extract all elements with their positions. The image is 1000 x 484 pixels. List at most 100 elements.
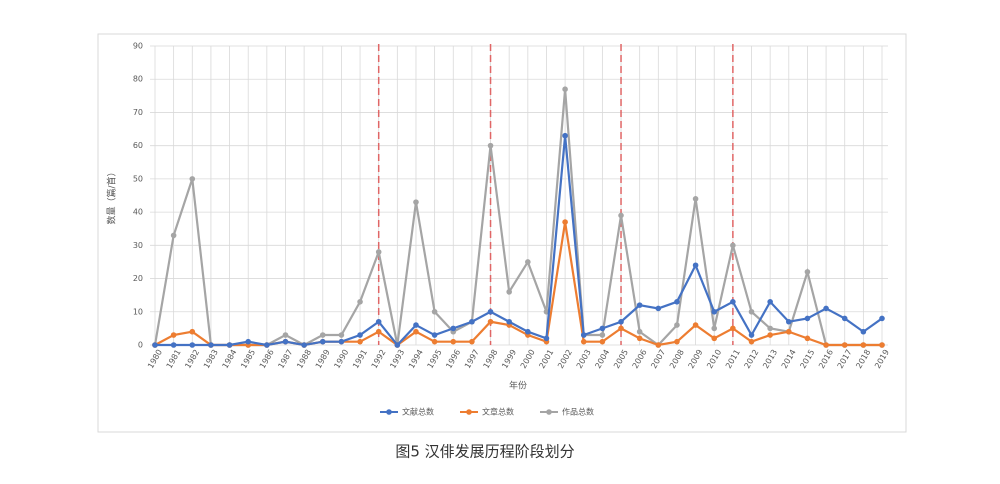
point	[674, 338, 680, 345]
point	[562, 86, 568, 92]
y-tick-label: 60	[133, 141, 143, 150]
point	[413, 199, 419, 205]
point	[580, 338, 587, 345]
point	[580, 332, 587, 338]
point	[375, 318, 382, 325]
point	[487, 142, 494, 149]
point	[525, 328, 531, 335]
point	[506, 318, 512, 325]
point	[431, 338, 438, 345]
point	[879, 315, 885, 322]
point	[282, 338, 289, 345]
y-axis-label: 数量（篇/首）	[106, 167, 118, 224]
y-tick-label: 70	[133, 108, 143, 117]
point	[338, 338, 345, 345]
point	[394, 342, 401, 348]
point	[189, 342, 196, 348]
point	[711, 325, 718, 332]
point	[487, 318, 494, 325]
point	[804, 315, 811, 322]
y-tick-label: 30	[133, 241, 143, 250]
legend-marker	[386, 409, 392, 415]
point	[636, 302, 643, 308]
point	[767, 332, 773, 338]
point	[431, 332, 438, 338]
point	[730, 299, 736, 305]
point	[692, 196, 699, 202]
point	[636, 335, 643, 342]
y-tick-label: 40	[133, 208, 143, 217]
point	[189, 328, 196, 335]
point	[338, 332, 345, 338]
point	[711, 308, 718, 315]
point	[431, 308, 438, 315]
point	[189, 176, 196, 182]
point	[618, 212, 624, 219]
point	[170, 342, 177, 348]
legend-marker	[466, 409, 472, 415]
point	[785, 318, 792, 325]
point	[543, 335, 550, 342]
point	[618, 318, 624, 325]
point	[655, 342, 662, 348]
point	[450, 325, 457, 332]
point	[823, 305, 829, 312]
y-tick-label: 50	[133, 174, 143, 183]
point	[487, 308, 494, 315]
point	[319, 332, 326, 338]
y-tick-label: 20	[133, 274, 143, 283]
legend-label: 文献总数	[402, 407, 434, 417]
point	[170, 232, 177, 239]
point	[413, 328, 419, 335]
point	[525, 259, 531, 265]
legend-label: 作品总数	[562, 407, 594, 417]
point	[170, 332, 177, 338]
point	[692, 322, 699, 328]
point	[618, 325, 624, 332]
point	[841, 342, 848, 348]
point	[599, 325, 606, 332]
point	[748, 338, 755, 345]
point	[767, 325, 773, 332]
point	[860, 342, 867, 348]
point	[841, 315, 848, 322]
y-tick-label: 90	[133, 42, 143, 51]
point	[413, 322, 419, 328]
point	[357, 338, 363, 345]
point	[823, 342, 829, 348]
point	[655, 305, 662, 312]
point	[506, 289, 512, 295]
legend-label: 文章总数	[482, 407, 514, 417]
point	[674, 322, 680, 328]
point	[282, 332, 289, 338]
point	[636, 328, 643, 335]
legend-marker	[546, 409, 552, 415]
point	[674, 299, 680, 305]
point	[692, 262, 699, 269]
point	[804, 335, 811, 342]
series-line	[155, 135, 883, 347]
point	[748, 308, 755, 315]
y-tick-label: 80	[133, 75, 143, 84]
point	[599, 332, 606, 338]
point	[469, 338, 475, 345]
point	[375, 328, 382, 335]
point	[785, 328, 792, 335]
point	[357, 299, 363, 305]
point	[562, 132, 568, 139]
point	[562, 219, 568, 225]
point	[860, 328, 867, 335]
point	[357, 332, 363, 338]
y-tick-label: 10	[133, 307, 143, 316]
point	[711, 335, 718, 342]
point	[879, 342, 885, 348]
point	[264, 342, 270, 348]
point	[767, 299, 773, 305]
y-tick-label: 0	[138, 341, 143, 350]
point	[208, 342, 214, 348]
point	[730, 242, 736, 249]
point	[226, 342, 233, 348]
point	[730, 325, 736, 332]
point	[469, 318, 475, 325]
